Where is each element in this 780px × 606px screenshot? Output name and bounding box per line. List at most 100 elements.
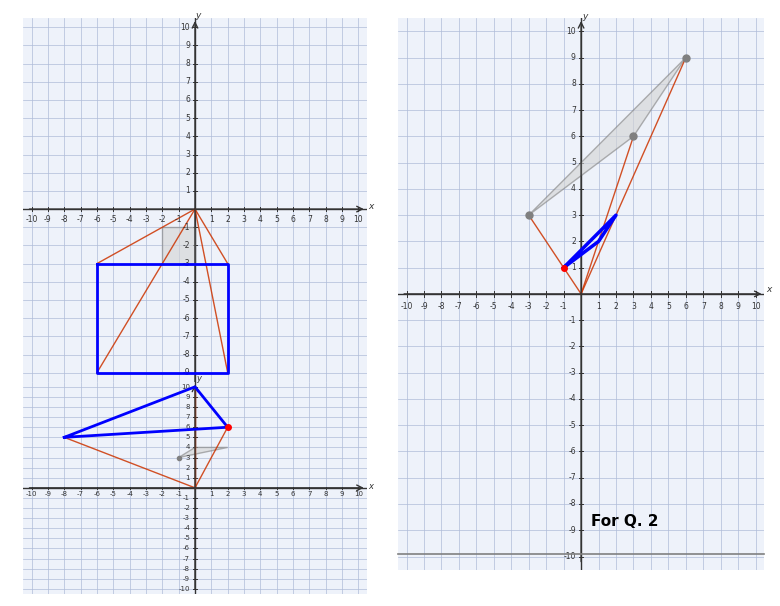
Text: 10: 10: [566, 27, 576, 36]
Text: 8: 8: [324, 491, 328, 497]
Text: -8: -8: [569, 499, 576, 508]
Text: -7: -7: [183, 332, 190, 341]
Text: -2: -2: [542, 302, 550, 311]
Text: 1: 1: [186, 187, 190, 195]
Text: -3: -3: [142, 215, 150, 224]
Text: 3: 3: [571, 211, 576, 219]
Text: -4: -4: [183, 525, 190, 531]
Text: 4: 4: [571, 184, 576, 193]
Text: 4: 4: [258, 215, 263, 224]
Polygon shape: [529, 58, 686, 215]
Text: x: x: [766, 285, 771, 295]
Text: 7: 7: [307, 491, 312, 497]
Text: -7: -7: [183, 556, 190, 562]
Text: -9: -9: [44, 215, 51, 224]
Text: 2: 2: [186, 168, 190, 177]
Text: 7: 7: [701, 302, 706, 311]
Polygon shape: [179, 447, 228, 458]
Text: -4: -4: [569, 395, 576, 404]
Text: -9: -9: [420, 302, 427, 311]
Text: -7: -7: [77, 491, 84, 497]
Text: For Q. 1: For Q. 1: [161, 419, 229, 434]
Text: -9: -9: [569, 526, 576, 534]
Text: -1: -1: [560, 302, 567, 311]
Text: 3: 3: [242, 215, 246, 224]
Text: -6: -6: [473, 302, 480, 311]
Text: 9: 9: [571, 53, 576, 62]
Text: -9: -9: [44, 491, 51, 497]
Text: 3: 3: [631, 302, 636, 311]
Text: 1: 1: [186, 474, 190, 481]
Text: -6: -6: [183, 314, 190, 322]
Text: -8: -8: [438, 302, 445, 311]
Text: -10: -10: [26, 491, 37, 497]
Text: 8: 8: [186, 59, 190, 68]
Text: -1: -1: [183, 223, 190, 231]
Text: -6: -6: [94, 491, 101, 497]
Text: y: y: [196, 11, 201, 20]
Text: -2: -2: [158, 215, 166, 224]
Text: 10: 10: [354, 491, 363, 497]
Text: -6: -6: [93, 215, 101, 224]
Text: 7: 7: [186, 414, 190, 420]
Text: -1: -1: [569, 316, 576, 325]
Text: 3: 3: [242, 491, 246, 497]
Text: 9: 9: [339, 215, 345, 224]
Text: -8: -8: [61, 215, 68, 224]
Text: -1: -1: [183, 495, 190, 501]
Text: -3: -3: [183, 259, 190, 268]
Text: 10: 10: [181, 384, 190, 390]
Text: 4: 4: [186, 444, 190, 450]
Text: -10: -10: [563, 552, 576, 561]
Text: 8: 8: [186, 404, 190, 410]
Text: -5: -5: [183, 535, 190, 541]
Text: -5: -5: [110, 491, 117, 497]
Text: -4: -4: [508, 302, 515, 311]
Text: 2: 2: [186, 465, 190, 471]
Text: 2: 2: [225, 491, 230, 497]
Text: 4: 4: [648, 302, 654, 311]
Text: 6: 6: [291, 491, 296, 497]
Text: y: y: [196, 374, 200, 383]
Text: -5: -5: [109, 215, 117, 224]
Text: -2: -2: [569, 342, 576, 351]
Text: -3: -3: [143, 491, 150, 497]
Text: 7: 7: [307, 215, 312, 224]
Text: 10: 10: [353, 215, 363, 224]
Text: -10: -10: [26, 215, 37, 224]
Text: 10: 10: [180, 23, 190, 32]
Text: 5: 5: [275, 215, 279, 224]
Text: -7: -7: [569, 473, 576, 482]
Text: 2: 2: [614, 302, 619, 311]
Text: -10: -10: [178, 387, 190, 395]
Text: 7: 7: [185, 78, 190, 86]
Polygon shape: [162, 227, 195, 264]
Text: 7: 7: [571, 105, 576, 115]
Text: 2: 2: [225, 215, 230, 224]
Text: 9: 9: [186, 394, 190, 400]
Text: -5: -5: [569, 421, 576, 430]
Text: -1: -1: [176, 491, 183, 497]
Text: -5: -5: [490, 302, 498, 311]
Text: -3: -3: [183, 515, 190, 521]
Text: -5: -5: [183, 296, 190, 304]
Text: 6: 6: [185, 96, 190, 104]
Text: x: x: [368, 482, 374, 491]
Text: 1: 1: [571, 263, 576, 272]
Text: -2: -2: [183, 505, 190, 511]
Text: -9: -9: [183, 368, 190, 377]
Text: 8: 8: [571, 79, 576, 88]
Text: -2: -2: [183, 241, 190, 250]
Text: 2: 2: [571, 237, 576, 246]
Text: -8: -8: [183, 565, 190, 571]
Text: -2: -2: [159, 491, 166, 497]
Text: -8: -8: [183, 350, 190, 359]
Text: -8: -8: [61, 491, 68, 497]
Text: -3: -3: [569, 368, 576, 377]
Text: 5: 5: [186, 435, 190, 441]
Text: 1: 1: [209, 215, 214, 224]
Text: 4: 4: [185, 132, 190, 141]
Text: -4: -4: [183, 278, 190, 286]
Text: 8: 8: [718, 302, 723, 311]
Text: 8: 8: [324, 215, 328, 224]
